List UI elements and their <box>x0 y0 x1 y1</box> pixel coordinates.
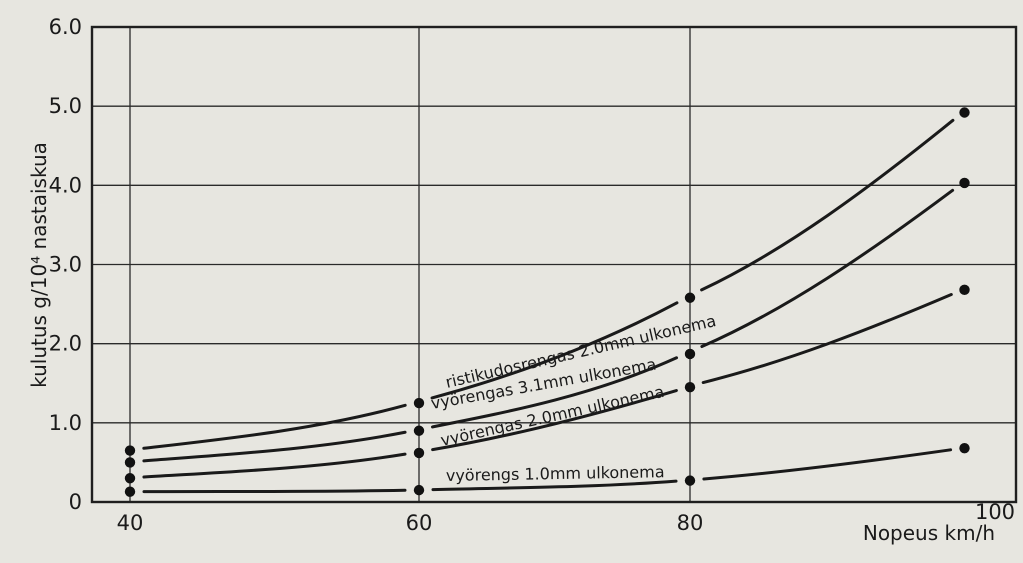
y-tick-label: 4.0 <box>49 173 82 197</box>
data-point <box>684 292 696 303</box>
y-tick-label: 1.0 <box>49 411 82 435</box>
x-tick-label: 40 <box>117 511 144 535</box>
y-tick-label: 2.0 <box>49 332 82 356</box>
x-tick-label: 80 <box>677 511 704 535</box>
series-labels: ristikudosrengas 2.0mm ulkonemavyörengas… <box>429 311 717 485</box>
series-line-segment <box>142 430 407 463</box>
y-tick-label: 3.0 <box>49 253 82 277</box>
y-tick-labels: 0 1.0 2.0 3.0 4.0 5.0 6.0 <box>49 15 82 514</box>
data-point <box>959 107 970 118</box>
x-tick-label: 60 <box>406 511 433 535</box>
y-tick-label: 0 <box>69 490 82 514</box>
data-point <box>124 457 136 468</box>
data-point <box>684 348 696 360</box>
y-tick-label: 5.0 <box>49 94 82 118</box>
series-line-segment <box>701 293 953 385</box>
x-tick-label: 100 <box>975 500 1015 524</box>
data-point <box>124 473 136 484</box>
data-point <box>413 484 425 496</box>
data-points <box>124 107 970 497</box>
data-point <box>959 284 970 296</box>
y-axis-label: kulutus g/10⁴ nastaiskua <box>27 142 51 388</box>
series-line-segment <box>431 389 678 452</box>
series-line-segment <box>142 452 407 479</box>
series-line-segment <box>700 118 955 292</box>
data-point <box>959 177 970 189</box>
series-line-segment <box>700 188 955 349</box>
y-tick-label: 6.0 <box>49 15 82 39</box>
series-line-segment <box>430 356 679 429</box>
x-tick-labels: 40 60 80 100 <box>117 500 1015 535</box>
series-lines <box>142 118 955 494</box>
data-point <box>413 425 425 436</box>
data-point <box>413 447 425 459</box>
series-line-segment <box>431 479 678 492</box>
series-line-segment <box>430 301 679 400</box>
series-line-segment <box>142 488 407 494</box>
x-axis-label: Nopeus km/h <box>863 521 995 545</box>
data-point <box>124 486 136 497</box>
data-point <box>959 442 970 454</box>
plot-frame <box>90 25 1018 504</box>
grid <box>92 27 1016 502</box>
series-label: vyörengs 1.0mm ulkonema <box>446 462 665 485</box>
data-point <box>124 445 136 456</box>
data-point <box>413 397 425 409</box>
series-line-segment <box>702 448 953 481</box>
data-point <box>684 382 696 393</box>
data-point <box>684 475 696 486</box>
series-line-segment <box>142 403 407 450</box>
